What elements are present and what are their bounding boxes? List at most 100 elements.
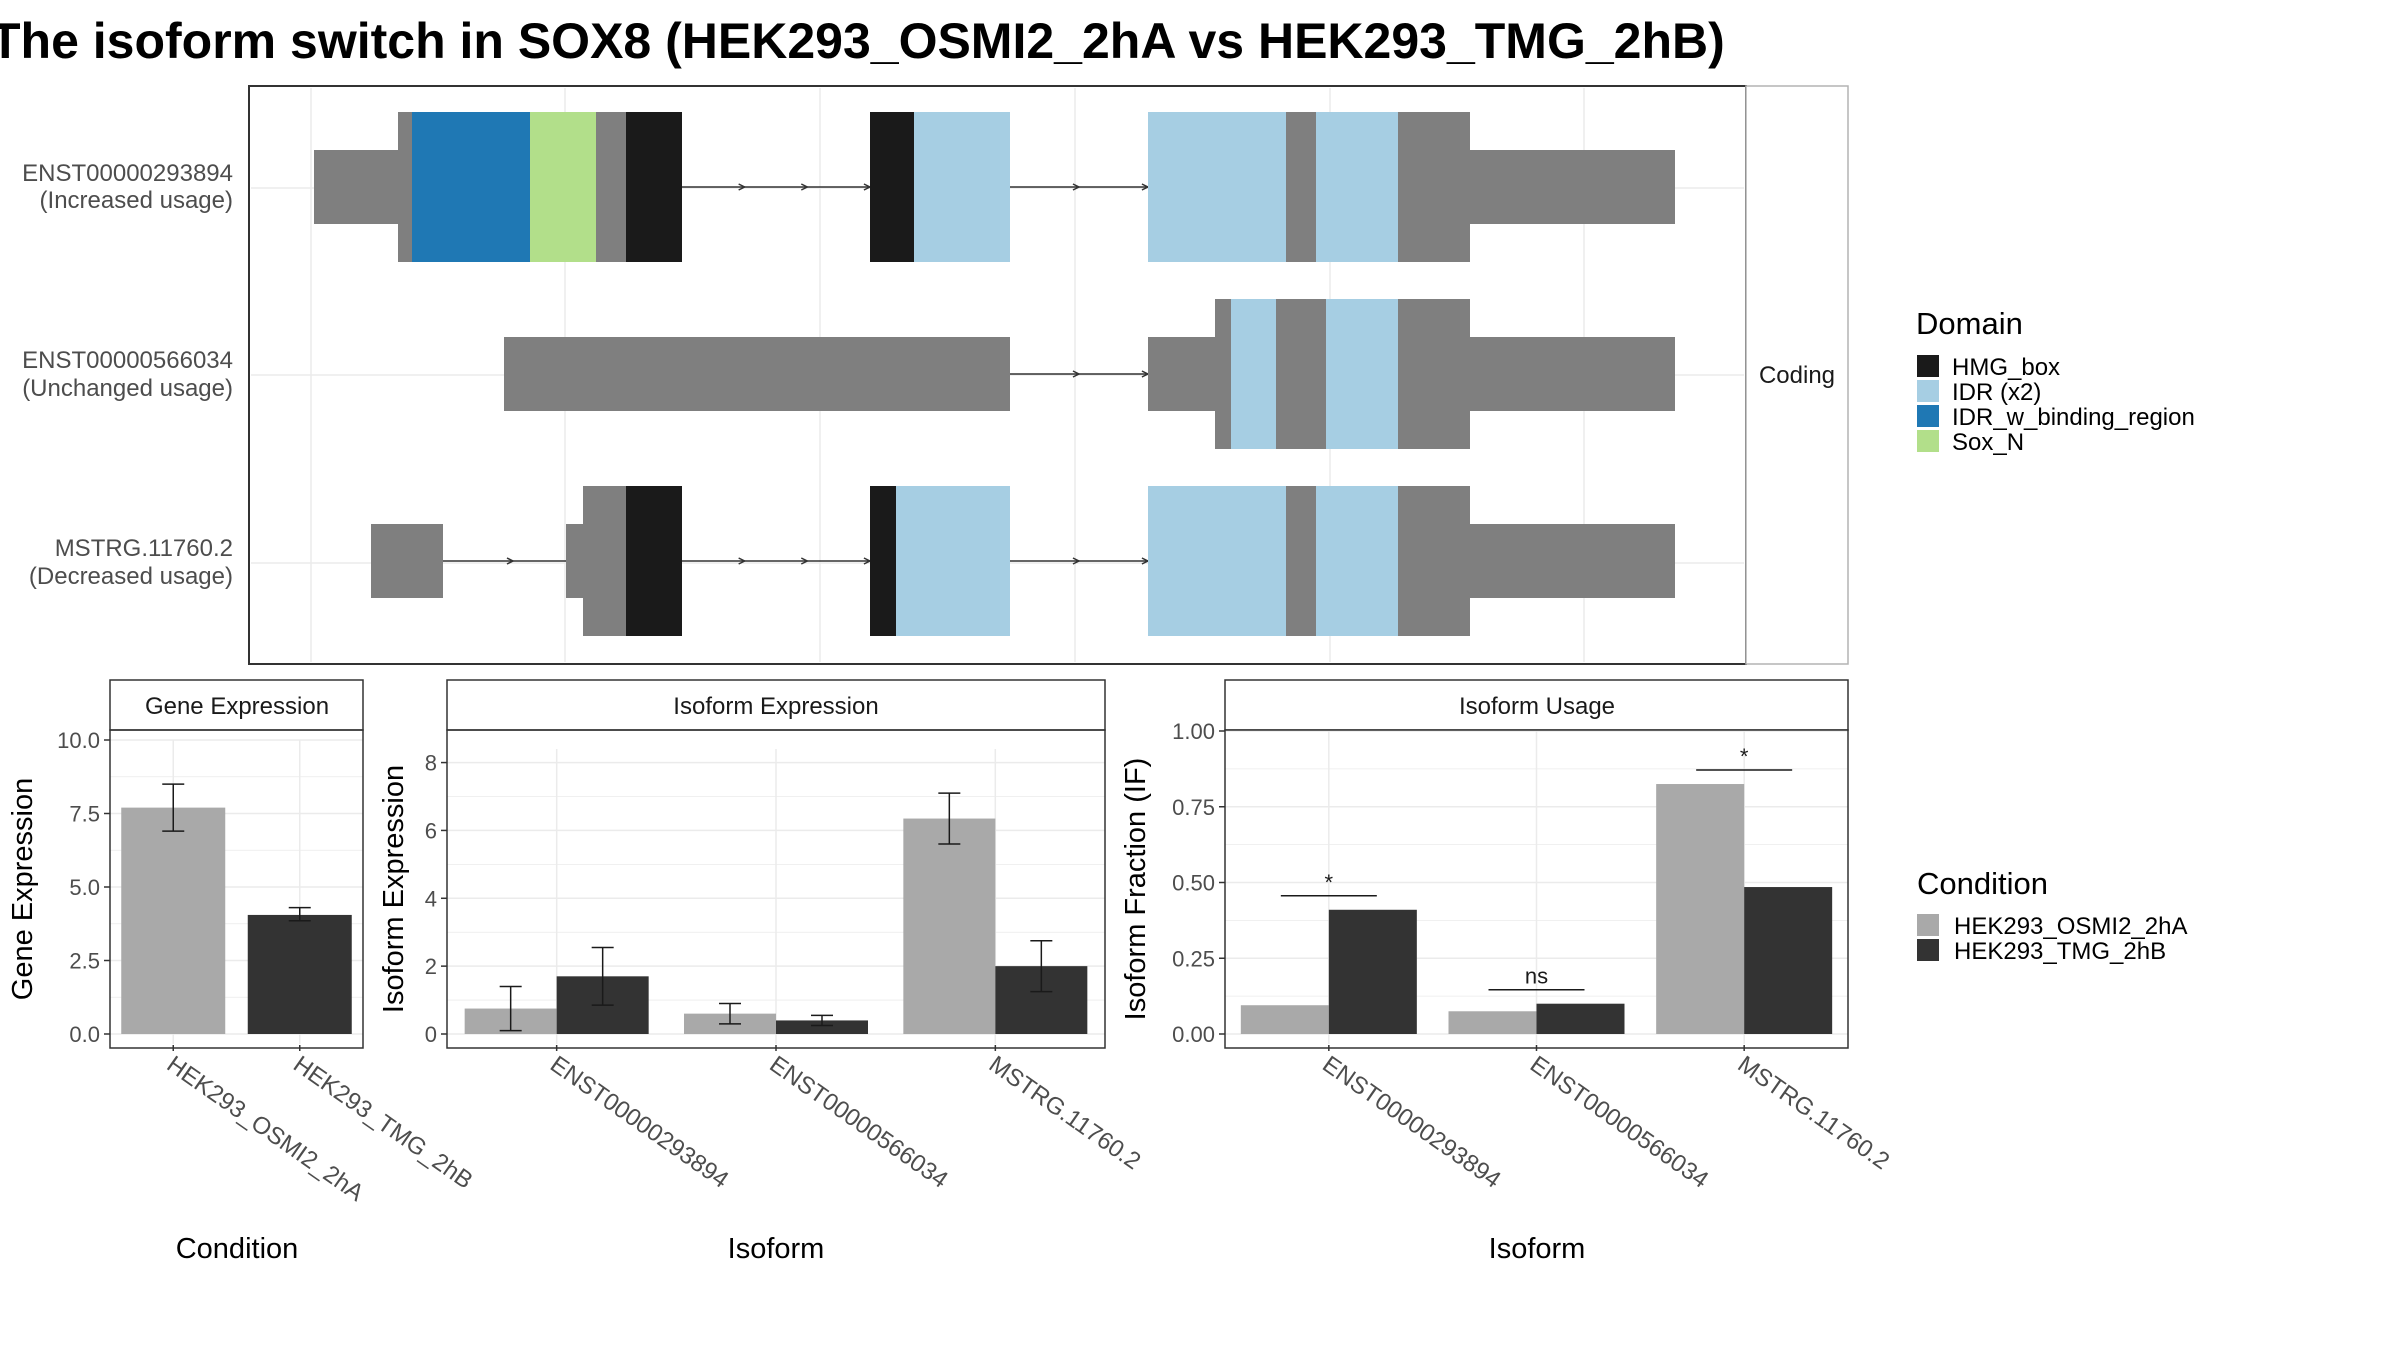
coding-exon xyxy=(1215,299,1231,449)
coding-exon xyxy=(896,486,1010,636)
y-tick-label: 0.00 xyxy=(1172,1022,1215,1047)
domain-legend: Domain HMG_box IDR (x2) IDR_w_binding_re… xyxy=(1916,306,2195,456)
isoexp-plot-area: 0 2 4 6 8 ENST00000293894 ENST00000566034 MSTRG… xyxy=(425,749,1146,1194)
x-tick-label: ENST00000293894 xyxy=(545,1051,733,1194)
coding-exon xyxy=(870,486,896,636)
y-tick-label: 4 xyxy=(425,886,437,911)
intron-arrow xyxy=(1141,557,1150,565)
coding-exon xyxy=(1316,486,1398,636)
y-tick-label: 0.75 xyxy=(1172,795,1215,820)
isoform-expression-panel: Isoform Expression 0 2 4 6 8 ENST00000293894 E… xyxy=(378,679,1146,1265)
coding-exon xyxy=(412,112,530,262)
coding-exon xyxy=(1148,112,1286,262)
usage-panel-title: Isoform Usage xyxy=(1459,693,1615,720)
legend-key-condition-a xyxy=(1917,914,1939,936)
coding-exon xyxy=(1231,299,1276,449)
utr-exon xyxy=(1470,150,1675,224)
y-tick-label: 0 xyxy=(425,1022,437,1047)
coding-exon xyxy=(626,486,682,636)
gene-plot-area: 0.02.55.07.510.0HEK293_OSMI2_2hAHEK293_T… xyxy=(57,728,477,1207)
usage-x-axis-title: Isoform xyxy=(1489,1233,1586,1265)
coding-exon xyxy=(870,112,914,262)
isoform-usage-panel: Isoform Usage 0.00 0.25 0.50 0.75 1.00 ENST00… xyxy=(1120,679,1894,1265)
coding-exon xyxy=(583,486,626,636)
coding-strip xyxy=(1745,85,1849,665)
gene-x-axis-title: Condition xyxy=(176,1233,299,1265)
y-tick-label: 0.0 xyxy=(69,1022,100,1047)
y-tick-label: 7.5 xyxy=(69,802,100,827)
structure-tracks xyxy=(314,112,1675,636)
significance-label: * xyxy=(1740,744,1749,769)
coding-exon xyxy=(1276,299,1326,449)
bar xyxy=(1744,887,1833,1034)
bar xyxy=(1240,1005,1329,1034)
bar xyxy=(1448,1011,1537,1034)
intron-arrow xyxy=(738,557,747,565)
coding-exon xyxy=(1316,112,1398,262)
isoform-label-usage: (Increased usage) xyxy=(40,187,233,214)
isoform-label-id: ENST00000293894 xyxy=(22,160,233,187)
y-tick-label: 2.5 xyxy=(69,949,100,974)
x-tick-label: ENST00000566034 xyxy=(1525,1051,1713,1194)
isoexp-panel-title: Isoform Expression xyxy=(673,693,878,720)
y-tick-label: 2 xyxy=(425,954,437,979)
legend-key-sox-n xyxy=(1917,430,1939,452)
isoform-label-usage: (Unchanged usage) xyxy=(22,375,233,402)
bar xyxy=(903,818,996,1034)
intron-arrow xyxy=(800,183,809,191)
y-tick-label: 0.50 xyxy=(1172,871,1215,896)
x-tick-label: ENST00000293894 xyxy=(1317,1051,1505,1194)
y-tick-label: 5.0 xyxy=(69,875,100,900)
utr-exon xyxy=(566,524,583,598)
coding-exon xyxy=(1286,486,1316,636)
legend-key-condition-b xyxy=(1917,939,1939,961)
y-tick-label: 6 xyxy=(425,818,437,843)
coding-exon xyxy=(530,112,596,262)
coding-exon xyxy=(1398,112,1470,262)
intron-arrow xyxy=(1141,183,1150,191)
intron-arrow xyxy=(1072,370,1081,378)
usage-plot-area: 0.00 0.25 0.50 0.75 1.00 ENST00000293894 ENST0… xyxy=(1172,719,1894,1194)
gene-plot-border xyxy=(109,729,364,1049)
legend-label-idr: IDR (x2) xyxy=(1952,379,2041,406)
coding-exon xyxy=(1148,486,1286,636)
significance-label: * xyxy=(1325,870,1334,895)
isoform-label-id: MSTRG.11760.2 xyxy=(55,535,233,562)
bar xyxy=(121,807,226,1034)
y-tick-label: 10.0 xyxy=(57,728,100,753)
condition-legend: Condition HEK293_OSMI2_2hA HEK293_TMG_2h… xyxy=(1917,866,2187,965)
bar xyxy=(776,1020,868,1034)
coding-exon xyxy=(1398,486,1470,636)
bar xyxy=(247,914,352,1034)
legend-key-idr-w-binding-region xyxy=(1917,405,1939,427)
usage-strip xyxy=(1224,679,1849,731)
bar xyxy=(1328,909,1417,1034)
intron-arrow xyxy=(1072,557,1081,565)
y-tick-label: 8 xyxy=(425,751,437,776)
significance-label: ns xyxy=(1525,964,1548,989)
usage-plot-border xyxy=(1224,729,1849,1049)
coding-exon xyxy=(1286,112,1316,262)
figure-title: The isoform switch in SOX8 (HEK293_OSMI2… xyxy=(0,13,1725,69)
x-tick-label: ENST00000566034 xyxy=(765,1051,953,1194)
intron-arrow xyxy=(1072,183,1081,191)
utr-exon xyxy=(1470,337,1675,411)
intron-arrow xyxy=(863,557,872,565)
gene-panel-title: Gene Expression xyxy=(145,693,329,720)
intron-arrow xyxy=(800,557,809,565)
legend-key-hmg-box xyxy=(1917,355,1939,377)
condition-legend-title: Condition xyxy=(1917,866,2048,901)
usage-y-axis-title: Isoform Fraction (IF) xyxy=(1120,758,1152,1021)
gene-y-axis-title: Gene Expression xyxy=(7,778,39,1000)
coding-exon xyxy=(596,112,626,262)
legend-key-idr xyxy=(1917,380,1939,402)
intron-arrow xyxy=(863,183,872,191)
x-tick-label: MSTRG.11760.2 xyxy=(1733,1051,1895,1175)
legend-label-idr-w-binding-region: IDR_w_binding_region xyxy=(1952,404,2195,431)
domain-legend-title: Domain xyxy=(1916,306,2023,341)
utr-exon xyxy=(314,150,398,224)
legend-label-sox-n: Sox_N xyxy=(1952,429,2024,456)
utr-exon xyxy=(504,337,1010,411)
x-tick-label: MSTRG.11760.2 xyxy=(984,1051,1146,1175)
